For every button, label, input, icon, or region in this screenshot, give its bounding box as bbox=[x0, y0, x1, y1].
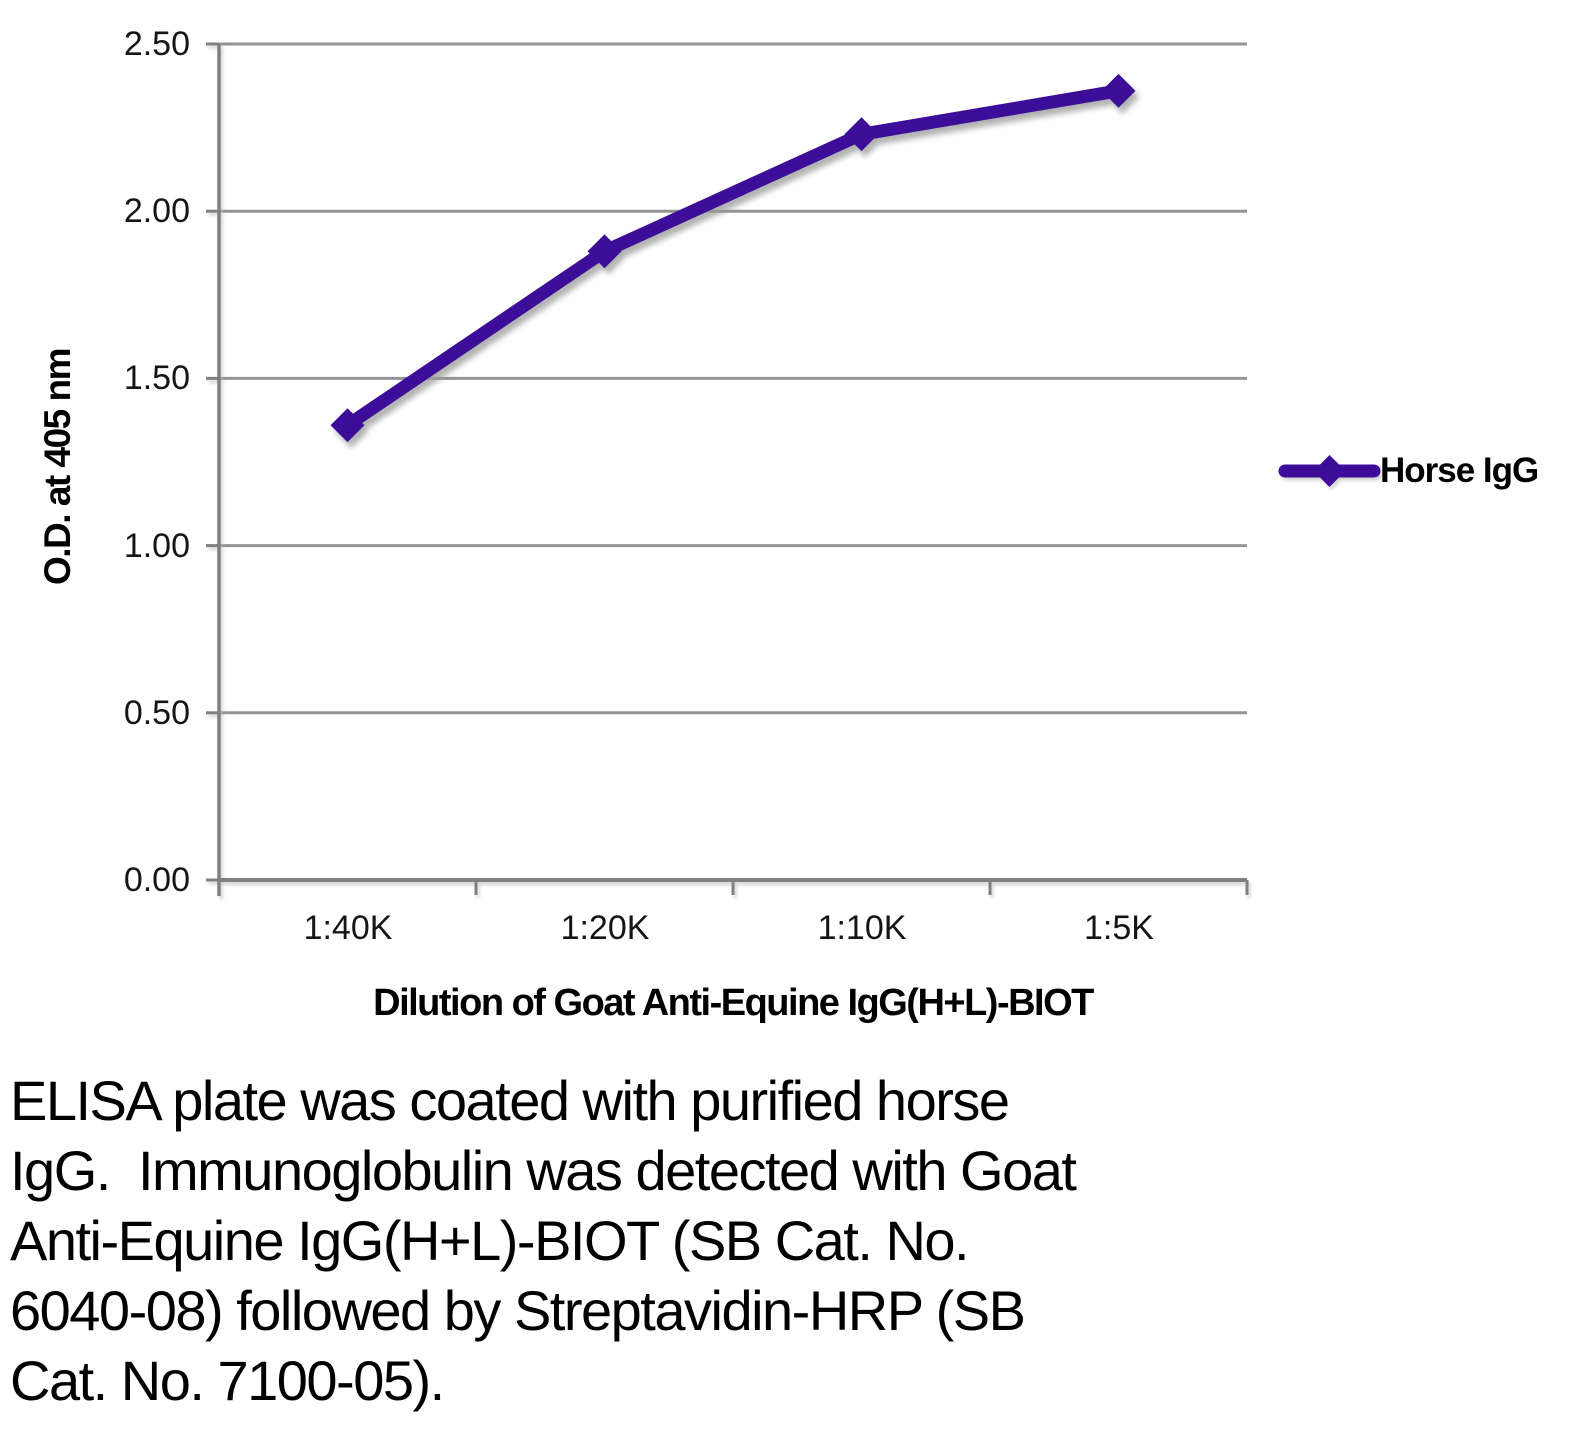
y-tick-label: 2.00 bbox=[123, 192, 190, 230]
x-axis-title: Dilution of Goat Anti-Equine IgG(H+L)-BI… bbox=[373, 982, 1094, 1024]
chart-canvas bbox=[206, 42, 1381, 896]
y-tick-label: 0.50 bbox=[123, 694, 190, 732]
caption-line: 6040-08) followed by Streptavidin-HRP (S… bbox=[10, 1279, 1026, 1342]
gridlines bbox=[219, 42, 1247, 715]
data-point-marker bbox=[587, 234, 622, 269]
caption-line: IgG. Immunoglobulin was detected with Go… bbox=[10, 1139, 1077, 1202]
figure-caption: ELISA plate was coated with purified hor… bbox=[10, 1066, 1570, 1416]
y-tick-label: 1.50 bbox=[123, 359, 190, 397]
series-horse-igg bbox=[330, 73, 1136, 443]
caption-line: Cat. No. 7100-05). bbox=[10, 1349, 445, 1412]
x-tick-label: 1:5K bbox=[1084, 909, 1154, 947]
legend-marker bbox=[1278, 455, 1381, 487]
data-point-marker bbox=[330, 408, 365, 443]
y-axis-title: O.D. at 405 nm bbox=[37, 348, 78, 586]
x-tick-label: 1:40K bbox=[303, 909, 393, 947]
caption-line: ELISA plate was coated with purified hor… bbox=[10, 1069, 1010, 1132]
caption-line: Anti-Equine IgG(H+L)-BIOT (SB Cat. No. bbox=[10, 1209, 970, 1272]
data-point-marker bbox=[1101, 73, 1136, 108]
y-tick-label: 2.50 bbox=[123, 25, 190, 63]
axes bbox=[206, 42, 1249, 896]
legend-diamond bbox=[1313, 455, 1346, 487]
data-point-marker bbox=[844, 117, 879, 152]
x-tick-label: 1:10K bbox=[817, 909, 907, 947]
series-line bbox=[341, 84, 1125, 432]
y-tick-label: 1.00 bbox=[123, 527, 190, 565]
x-tick-label: 1:20K bbox=[560, 909, 650, 947]
y-tick-label: 0.00 bbox=[123, 861, 190, 899]
legend-label: Horse IgG bbox=[1380, 451, 1539, 490]
